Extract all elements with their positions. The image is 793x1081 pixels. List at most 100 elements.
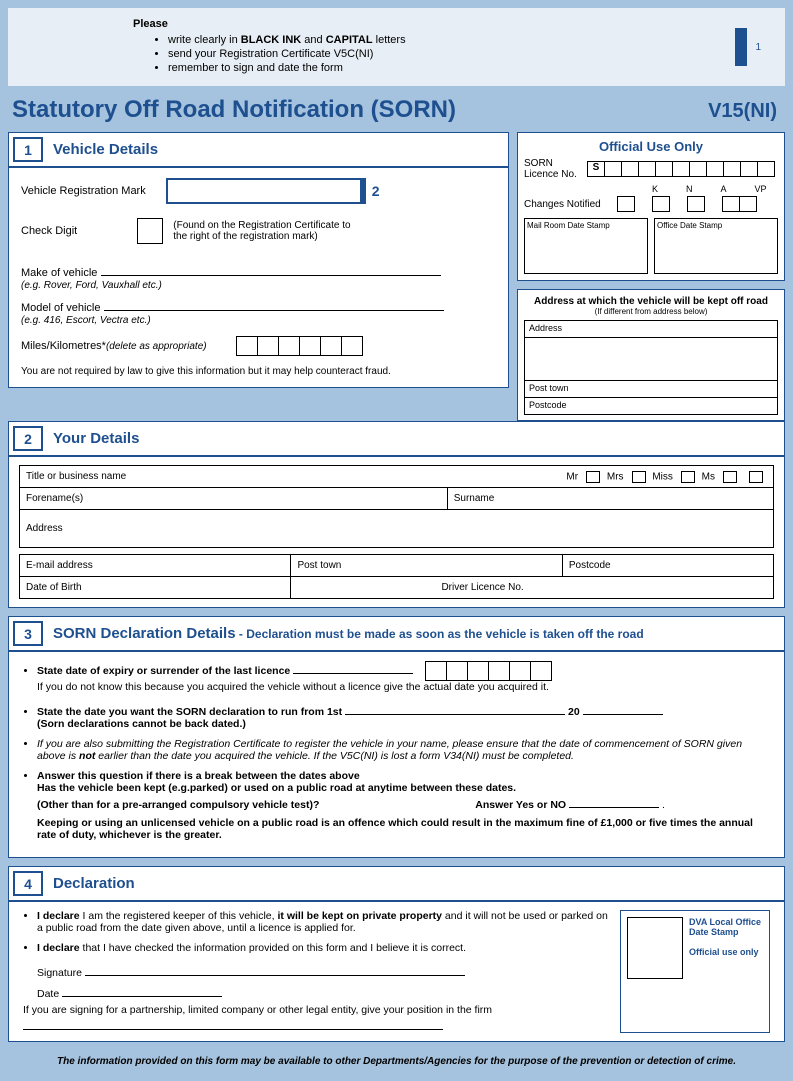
- decl-item: State date of expiry or surrender of the…: [37, 660, 770, 693]
- miss-checkbox[interactable]: [681, 471, 695, 483]
- decl-item: If you are also submitting the Registrat…: [37, 738, 770, 762]
- instructions-list: write clearly in BLACK INK and CAPITAL l…: [168, 34, 765, 74]
- instruction-item: send your Registration Certificate V5C(N…: [168, 48, 765, 60]
- fraud-note: You are not required by law to give this…: [21, 366, 496, 377]
- office-stamp: Office Date Stamp: [654, 218, 778, 274]
- expiry-input[interactable]: [293, 660, 413, 674]
- forename-field[interactable]: Forename(s): [20, 488, 448, 510]
- signature-input[interactable]: [85, 962, 465, 976]
- date-label: Date: [37, 988, 59, 1000]
- changes-box[interactable]: [739, 196, 757, 212]
- address-box-title: Address at which the vehicle will be kep…: [524, 296, 778, 307]
- email-field[interactable]: E-mail address: [20, 555, 291, 577]
- section-number: 4: [13, 871, 43, 896]
- from-input[interactable]: [345, 701, 565, 715]
- licence-box[interactable]: [757, 161, 775, 177]
- licence-box[interactable]: [672, 161, 690, 177]
- licence-box[interactable]: [638, 161, 656, 177]
- signature-label: Signature: [37, 967, 82, 979]
- section-vehicle-details: 1 Vehicle Details Vehicle Registration M…: [8, 132, 509, 388]
- licence-box[interactable]: [689, 161, 707, 177]
- miles-label: Miles/Kilometres*: [21, 340, 106, 352]
- postcode-field[interactable]: Postcode: [562, 555, 773, 577]
- section-declaration: 4 Declaration I declare I am the registe…: [8, 866, 785, 1042]
- official-use-box: Official Use Only SORNLicence No. S K N …: [517, 132, 785, 281]
- yesno-input[interactable]: [569, 794, 659, 808]
- year-input[interactable]: [583, 701, 663, 715]
- changes-box[interactable]: [687, 196, 705, 212]
- page-marker: 1: [735, 28, 765, 66]
- vrm-label: Vehicle Registration Mark: [21, 185, 146, 197]
- address-field[interactable]: Address: [20, 510, 774, 548]
- section-number: 3: [13, 621, 43, 646]
- firm-input[interactable]: [23, 1016, 443, 1030]
- surname-field[interactable]: Surname: [447, 488, 773, 510]
- mr-checkbox[interactable]: [586, 471, 600, 483]
- section-sorn-declaration: 3 SORN Declaration Details - Declaration…: [8, 616, 785, 858]
- dob-field[interactable]: Date of Birth: [20, 577, 291, 599]
- offroad-address-box: Address at which the vehicle will be kep…: [517, 289, 785, 421]
- changes-box[interactable]: [722, 196, 740, 212]
- changes-box[interactable]: [652, 196, 670, 212]
- address-input[interactable]: [524, 337, 778, 381]
- miles-input[interactable]: [237, 336, 363, 356]
- licence-s: S: [587, 161, 605, 177]
- posttown-field[interactable]: Post town: [291, 555, 562, 577]
- licence-box[interactable]: [706, 161, 724, 177]
- section-your-details: 2 Your Details Title or business name Mr…: [8, 421, 785, 608]
- firm-label: If you are signing for a partnership, li…: [23, 1004, 492, 1016]
- instruction-item: remember to sign and date the form: [168, 62, 765, 74]
- title-row: Statutory Off Road Notification (SORN) V…: [8, 92, 785, 132]
- section-title: SORN Declaration Details - Declaration m…: [47, 617, 784, 650]
- decl-item: State the date you want the SORN declara…: [37, 701, 770, 730]
- make-hint: (e.g. Rover, Ford, Vauxhall etc.): [21, 280, 162, 291]
- please-label: Please: [133, 18, 765, 30]
- check-digit-hint: (Found on the Registration Certificate t…: [173, 220, 363, 242]
- section-title: Declaration: [47, 867, 784, 900]
- posttown-input[interactable]: Post town: [524, 380, 778, 398]
- blank-checkbox[interactable]: [749, 471, 763, 483]
- dva-stamp-area: [627, 917, 683, 979]
- make-label: Make of vehicle: [21, 267, 97, 279]
- vrm-marker: 2: [372, 183, 380, 199]
- instruction-item: write clearly in BLACK INK and CAPITAL l…: [168, 34, 765, 46]
- check-digit-label: Check Digit: [21, 225, 77, 237]
- address-box-sub: (If different from address below): [524, 307, 778, 316]
- form-code: V15(NI): [708, 100, 777, 123]
- section-number: 2: [13, 426, 43, 451]
- licence-label: SORNLicence No.: [524, 158, 588, 180]
- dva-stamp-box: DVA Local Office Date Stamp Official use…: [620, 910, 770, 1033]
- section-title: Vehicle Details: [47, 133, 508, 166]
- section-number: 1: [13, 137, 43, 162]
- section-title: Your Details: [47, 422, 784, 455]
- form-title: Statutory Off Road Notification (SORN): [12, 96, 456, 124]
- changes-label: Changes Notified: [524, 199, 618, 210]
- year-boxes[interactable]: [426, 661, 552, 681]
- date-input[interactable]: [62, 983, 222, 997]
- changes-box[interactable]: [617, 196, 635, 212]
- ms-checkbox[interactable]: [723, 471, 737, 483]
- model-hint: (e.g. 416, Escort, Vectra etc.): [21, 315, 151, 326]
- miles-hint: (delete as appropriate): [106, 341, 207, 352]
- licence-box[interactable]: [655, 161, 673, 177]
- postcode-input[interactable]: Postcode: [524, 397, 778, 415]
- licence-box[interactable]: [723, 161, 741, 177]
- make-input[interactable]: [101, 262, 441, 276]
- official-title: Official Use Only: [524, 139, 778, 154]
- check-digit-input[interactable]: [137, 218, 163, 244]
- model-input[interactable]: [104, 297, 444, 311]
- decl-item: Answer this question if there is a break…: [37, 770, 770, 841]
- vrm-input[interactable]: [166, 178, 366, 204]
- letters-row: K N A VP: [652, 184, 778, 194]
- licence-box[interactable]: [621, 161, 639, 177]
- dln-field[interactable]: Driver Licence No.: [291, 577, 774, 599]
- declaration-item: I declare that I have checked the inform…: [37, 942, 610, 954]
- model-label: Model of vehicle: [21, 302, 101, 314]
- licence-box[interactable]: [604, 161, 622, 177]
- your-details-table: Title or business name Mr Mrs Miss Ms Fo…: [19, 465, 774, 548]
- address-input[interactable]: Address: [524, 320, 778, 338]
- mrs-checkbox[interactable]: [632, 471, 646, 483]
- title-name-field[interactable]: Title or business name Mr Mrs Miss Ms: [20, 466, 774, 488]
- declaration-item: I declare I am the registered keeper of …: [37, 910, 610, 934]
- licence-box[interactable]: [740, 161, 758, 177]
